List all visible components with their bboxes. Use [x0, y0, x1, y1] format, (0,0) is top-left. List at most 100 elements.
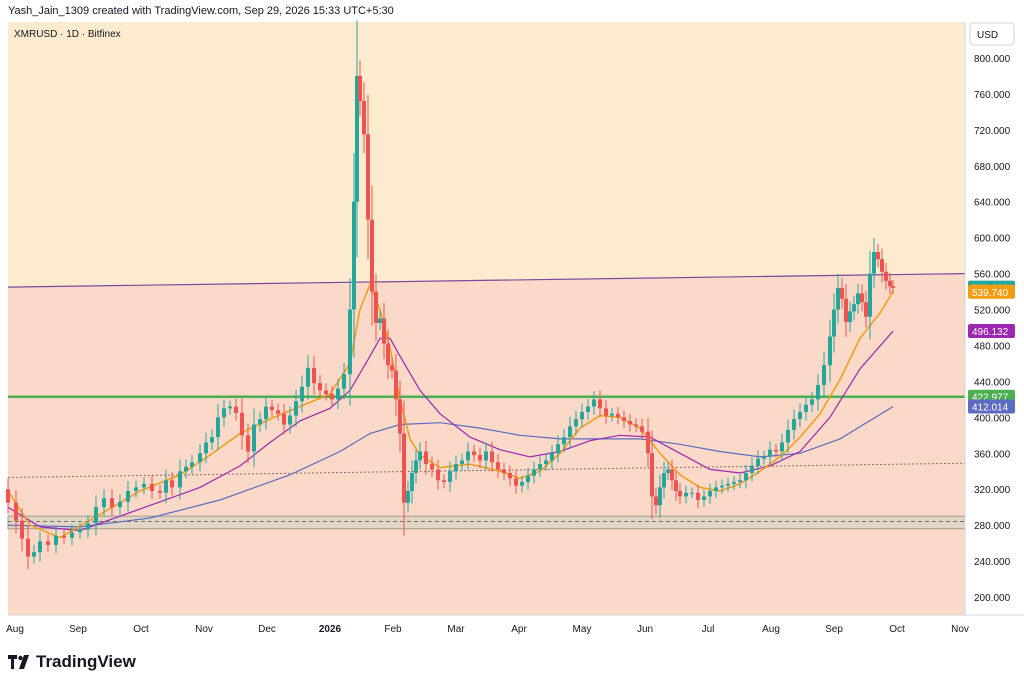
candle-body: [324, 390, 328, 394]
candle-body: [20, 520, 24, 539]
candle-body: [184, 466, 188, 472]
candle-body: [394, 370, 398, 400]
candle-body: [726, 483, 730, 486]
candle-body: [26, 538, 30, 557]
candle-body: [816, 384, 820, 400]
price-tick-label: 640.000: [974, 198, 1011, 209]
candle-body: [574, 419, 578, 427]
candle-body: [798, 411, 802, 420]
time-tick-label: Jul: [702, 624, 715, 635]
candle-body: [234, 406, 238, 413]
candle-body: [264, 406, 268, 420]
price-tick-label: 560.000: [974, 270, 1011, 281]
candle-body: [204, 442, 208, 454]
candle-body: [502, 469, 506, 474]
candle-body: [880, 259, 884, 272]
candle-body: [702, 496, 706, 500]
candle-body: [508, 473, 512, 479]
price-tick-label: 760.000: [974, 90, 1011, 101]
candle-body: [414, 460, 418, 474]
time-tick-label: Oct: [889, 624, 905, 635]
currency-label: USD: [977, 30, 998, 41]
candle-body: [884, 271, 888, 281]
candle-body: [366, 134, 370, 220]
candle-body: [398, 399, 402, 434]
price-badge-label: 496.132: [972, 327, 1009, 338]
candle-body: [386, 343, 390, 366]
candle-body: [856, 293, 860, 305]
candle-body: [348, 309, 352, 375]
price-tick-label: 280.000: [974, 521, 1011, 532]
time-tick-label: Aug: [6, 624, 24, 635]
candle-body: [832, 309, 836, 337]
candle-body: [164, 480, 168, 493]
price-tick-label: 520.000: [974, 306, 1011, 317]
candle-body: [684, 492, 688, 497]
candle-body: [150, 483, 154, 492]
dotted-trend-line: [7, 462, 966, 478]
candle-body: [378, 318, 382, 323]
candle-body: [454, 464, 458, 472]
time-axis[interactable]: Aug Sep Oct Nov Dec 2026 Feb Mar Apr May Jun Jul Aug…: [6, 614, 1024, 635]
time-tick-label: Oct: [133, 624, 149, 635]
candle-body: [102, 498, 106, 508]
candle-body: [14, 502, 18, 521]
candle-body: [276, 410, 280, 414]
candle-body: [336, 388, 340, 400]
candle-body: [436, 469, 440, 481]
candle-body: [732, 482, 736, 484]
ema-slow-line: [7, 406, 894, 528]
time-tick-label: Sep: [69, 624, 87, 635]
candle-body: [768, 449, 772, 457]
candle-body: [616, 413, 620, 418]
candle-body: [86, 523, 90, 530]
candle-body: [646, 431, 650, 454]
candle-body: [810, 399, 814, 405]
candle-body: [792, 419, 796, 430]
candle-body: [288, 415, 292, 425]
currency-button[interactable]: [969, 22, 1015, 46]
symbol-label: XMRUSD · 1D · Bitfinex: [14, 29, 121, 40]
candle-body: [634, 424, 638, 427]
price-chart[interactable]: 800.000 760.000 720.000 680.000 640.000 600.0…: [0, 0, 1024, 640]
candle-body: [586, 406, 590, 412]
price-badge: [968, 323, 1015, 338]
candle-body: [872, 252, 876, 274]
candle-body: [484, 451, 488, 461]
tradingview-logo[interactable]: TradingView: [8, 650, 136, 674]
candle-body: [604, 408, 608, 416]
candle-body: [622, 417, 626, 421]
price-tick-label: 400.000: [974, 413, 1011, 424]
candle-body: [78, 529, 82, 533]
price-axis[interactable]: 800.000 760.000 720.000 680.000 640.000 600.0…: [964, 22, 1011, 615]
candle-body: [860, 293, 864, 303]
price-tick-label: 440.000: [974, 377, 1011, 388]
candle-body: [888, 280, 892, 287]
price-badge-label: 422.977: [972, 393, 1009, 404]
candle-body: [134, 487, 138, 492]
candle-body: [62, 535, 66, 538]
price-badge-label: 539.740: [972, 288, 1009, 299]
candle-body: [216, 417, 220, 438]
candle-body: [804, 404, 808, 412]
candle-body: [54, 535, 58, 545]
candle-body: [654, 496, 658, 506]
candle-body: [94, 507, 98, 524]
price-tick-label: 720.000: [974, 126, 1011, 137]
candle-body: [170, 480, 174, 488]
candle-body: [178, 471, 182, 488]
candle-body: [355, 75, 359, 202]
candle-body: [720, 485, 724, 488]
candle-body: [756, 458, 760, 466]
candle-body: [258, 419, 262, 425]
candle-body: [330, 393, 334, 400]
candle-body: [628, 420, 632, 425]
candle-body: [650, 453, 654, 497]
time-tick-label: Nov: [195, 624, 213, 635]
candle-body: [118, 501, 122, 508]
candle-body: [868, 273, 872, 317]
candle-body: [478, 455, 482, 461]
candle-body: [190, 462, 194, 467]
ema-fast-line: [7, 282, 894, 539]
